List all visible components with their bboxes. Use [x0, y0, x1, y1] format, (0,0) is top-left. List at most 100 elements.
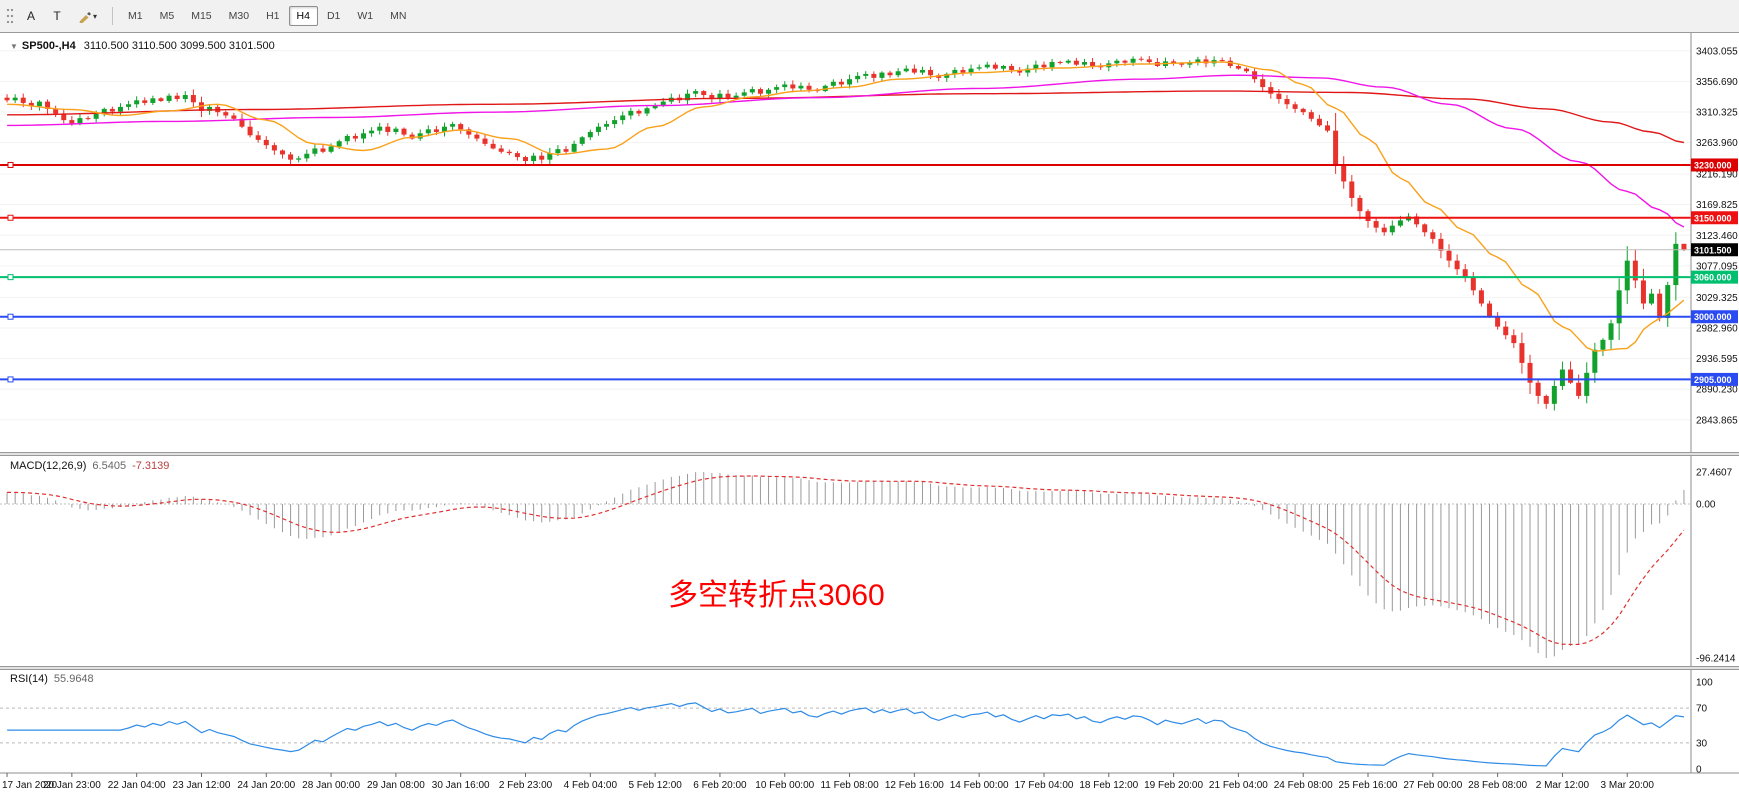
time-axis-label: 25 Feb 16:00: [1339, 780, 1398, 791]
hline-anchor[interactable]: [7, 313, 14, 320]
rsi-label: RSI(14): [10, 673, 48, 685]
price-axis-label: 3216.190: [1696, 170, 1738, 181]
price-badge-label: 3101.500: [1694, 245, 1732, 255]
timeframe-button-m15[interactable]: M15: [183, 6, 219, 26]
macd-main-value: 6.5405: [92, 460, 127, 472]
price-badge-label: 3150.000: [1694, 213, 1732, 223]
price-badge-label: 3060.000: [1694, 273, 1732, 283]
time-axis-label: 4 Feb 04:00: [564, 780, 618, 791]
macd-signal-value: -7.3139: [132, 460, 170, 472]
price-badge-label: 3230.000: [1694, 160, 1732, 170]
time-axis-label: 27 Feb 00:00: [1403, 780, 1462, 791]
macd-panel-splitter[interactable]: [0, 452, 1739, 456]
time-axis-label: 11 Feb 08:00: [820, 780, 879, 791]
price-axis-label: 3310.325: [1696, 107, 1738, 118]
dropdown-caret-icon: ▾: [93, 11, 98, 21]
rsi-axis-label: 100: [1696, 678, 1713, 689]
time-axis-label: 18 Feb 12:00: [1079, 780, 1138, 791]
ohlc-values: 3110.500 3110.500 3099.500 3101.500: [83, 40, 275, 52]
price-badge: [1691, 310, 1738, 324]
time-axis-label: 17 Feb 04:00: [1015, 780, 1074, 791]
timeframe-button-m5[interactable]: M5: [152, 6, 183, 26]
macd-signal-line: [7, 475, 1685, 646]
time-axis-label: 6 Feb 20:00: [693, 780, 747, 791]
ma_mid-line: [7, 74, 1685, 228]
macd-axis-max: 27.4607: [1696, 468, 1733, 479]
timeframe-button-h4[interactable]: H4: [288, 6, 318, 26]
price-badge: [1691, 211, 1738, 225]
timeframe-button-h1[interactable]: H1: [258, 6, 287, 26]
hline-anchor[interactable]: [7, 274, 14, 281]
text-tool-button[interactable]: T: [45, 5, 69, 27]
rsi-axis-label: 70: [1696, 704, 1708, 715]
time-axis-label: 21 Feb 04:00: [1209, 780, 1268, 791]
drag-dots-icon: [6, 8, 14, 24]
chart-toolbar: A T ▾ M1 M5 M15 M30 H1 H4 D1 W1 MN: [0, 0, 1739, 33]
time-axis-label: 17 Jan 2020: [2, 780, 57, 791]
macd-label: MACD(12,26,9): [10, 460, 87, 472]
time-axis-strip[interactable]: [0, 773, 1739, 793]
timeframe-button-d1[interactable]: D1: [319, 6, 348, 26]
macd-axis-min: -96.2414: [1696, 654, 1736, 665]
rsi-value: 55.9648: [53, 673, 94, 685]
price-axis-label: 2843.865: [1696, 415, 1738, 426]
price-axis-label: 3403.055: [1696, 46, 1738, 57]
time-axis-label: 5 Feb 12:00: [628, 780, 682, 791]
time-axis-label: 14 Feb 00:00: [950, 780, 1009, 791]
time-axis-label: 29 Jan 08:00: [367, 780, 425, 791]
timeframe-button-w1[interactable]: W1: [349, 6, 381, 26]
chevron-down-icon[interactable]: ▼: [10, 42, 18, 51]
time-axis-label: 23 Jan 12:00: [173, 780, 231, 791]
draw-tool-button[interactable]: ▾: [71, 5, 104, 27]
candlestick-series: [4, 55, 1687, 411]
price-axis-label: 3029.325: [1696, 293, 1738, 304]
price-gridlines: [0, 50, 1691, 421]
time-axis-label: 3 Mar 20:00: [1601, 780, 1655, 791]
price-axis-label: 3123.460: [1696, 231, 1738, 242]
rsi-header: RSI(14) 55.9648: [10, 673, 94, 685]
rsi-axis-label: 30: [1696, 738, 1708, 749]
price-axis-label: 3356.690: [1696, 77, 1738, 88]
price-badge-label: 3000.000: [1694, 312, 1732, 322]
time-axis-label: 24 Jan 20:00: [237, 780, 295, 791]
macd-header: MACD(12,26,9) 6.5405 -7.3139: [10, 460, 169, 472]
rsi-axis-label: 0: [1696, 765, 1702, 776]
price-axis-label: 2890.230: [1696, 385, 1738, 396]
price-axis-label: 2936.595: [1696, 354, 1738, 365]
macd-axis-zero: 0.00: [1696, 500, 1716, 511]
time-axis-label: 30 Jan 16:00: [432, 780, 490, 791]
macd-histogram: [6, 472, 1685, 658]
ma_fast-line: [7, 61, 1685, 352]
pencil-icon: [79, 11, 91, 23]
toolbar-drag-handle[interactable]: [4, 6, 16, 26]
price-badge: [1691, 158, 1738, 172]
timeframe-group: M1 M5 M15 M30 H1 H4 D1 W1 MN: [120, 6, 414, 26]
rsi-panel-splitter[interactable]: [0, 666, 1739, 670]
time-axis-label: 2 Mar 12:00: [1536, 780, 1590, 791]
price-badge: [1691, 270, 1738, 284]
time-axis-label: 10 Feb 00:00: [755, 780, 814, 791]
time-axis-label: 28 Feb 08:00: [1468, 780, 1527, 791]
toolbar-separator: [112, 7, 114, 25]
chart-ohlc-header: ▼ SP500-,H4 3110.500 3110.500 3099.500 310…: [10, 40, 275, 52]
hline-anchor[interactable]: [7, 161, 14, 168]
timeframe-button-m1[interactable]: M1: [120, 6, 151, 26]
price-badge: [1691, 372, 1738, 386]
time-axis-label: 22 Jan 04:00: [108, 780, 166, 791]
time-axis-label: 24 Feb 08:00: [1274, 780, 1333, 791]
timeframe-button-mn[interactable]: MN: [382, 6, 414, 26]
time-axis-label: 28 Jan 00:00: [302, 780, 360, 791]
price-axis-label: 3077.095: [1696, 261, 1738, 272]
hline-anchor[interactable]: [7, 376, 14, 383]
time-axis-label: 20 Jan 23:00: [43, 780, 101, 791]
price-axis-label: 3263.960: [1696, 138, 1738, 149]
timeframe-button-m30[interactable]: M30: [221, 6, 257, 26]
macd-annotation[interactable]: 多空转折点3060: [668, 579, 885, 612]
rsi-line: [7, 702, 1684, 767]
label-tool-button[interactable]: A: [19, 5, 43, 27]
price-axis-strip[interactable]: [1691, 33, 1739, 773]
price-badge-label: 2905.000: [1694, 375, 1732, 385]
hline-anchor[interactable]: [7, 214, 14, 221]
